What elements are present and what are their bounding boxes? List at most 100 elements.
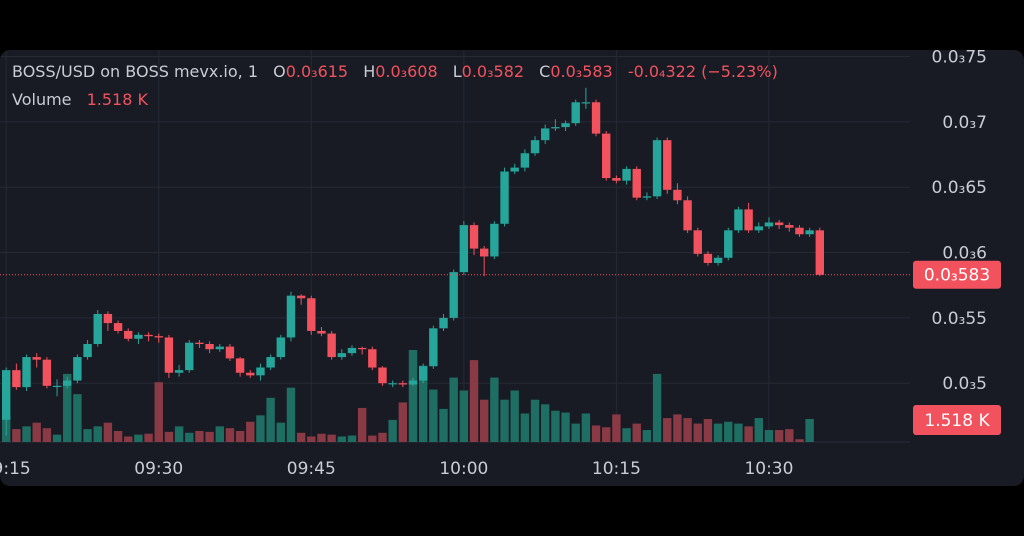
volume-bar (124, 436, 133, 442)
volume-bar (296, 432, 306, 442)
x-tick-label: 09:30 (134, 459, 183, 479)
candle-body (63, 380, 72, 386)
candle-body (652, 140, 662, 197)
low-value: 0.0₃582 (461, 62, 525, 81)
volume-bar (703, 419, 713, 442)
volume-bar (785, 429, 794, 442)
volume-bar (622, 428, 631, 442)
candle-body (479, 248, 489, 257)
volume-bar (541, 404, 550, 442)
close-value: 0.0₃583 (550, 62, 613, 81)
candle-body (317, 330, 326, 334)
volume-bar (734, 423, 743, 442)
candle-body (490, 223, 499, 257)
candle-body (663, 140, 672, 190)
y-tick-label: 0.0₃7 (942, 113, 987, 133)
candle-body (368, 349, 377, 368)
volume-bar (612, 414, 621, 442)
candle-body (815, 230, 824, 275)
price-chart[interactable]: 0.0₃75 0.0₃7 0.0₃65 0.0₃6 0.0₃55 0.0₃5 0.0₃583… (0, 50, 1024, 486)
candle-body (235, 358, 245, 373)
volume-bar (144, 433, 153, 442)
volume-bar (724, 421, 733, 442)
volume-bar (469, 360, 479, 442)
y-tick-label: 0.0₃75 (932, 50, 987, 68)
chart-panel: 0.0₃75 0.0₃7 0.0₃65 0.0₃6 0.0₃55 0.0₃5 0.0₃583… (0, 50, 1024, 486)
candle-body (398, 383, 408, 385)
volume-bar (276, 422, 285, 442)
volume-bar (500, 399, 509, 442)
x-tick-label: 09:15 (0, 459, 31, 479)
volume-bar (602, 427, 611, 442)
volume-bar (103, 422, 113, 442)
volume-bar (266, 397, 275, 442)
y-tick-label: 0.0₃5 (942, 374, 987, 394)
candle-body (408, 380, 418, 385)
candle-body (734, 209, 743, 231)
candle-body (632, 168, 641, 198)
candle-body (174, 370, 184, 373)
volume-bar (185, 432, 194, 442)
volume-bar (12, 429, 21, 442)
candle-body (347, 347, 357, 354)
volume-bar (418, 365, 428, 442)
volume-bar (52, 434, 62, 442)
candle-body (805, 230, 814, 235)
volume-bar (317, 433, 326, 442)
volume-bar (490, 377, 499, 442)
volume-bar (63, 373, 72, 442)
symbol-label: BOSS/USD on BOSS mevx.io, 1 (12, 62, 259, 81)
candle-body (673, 189, 682, 201)
candle-body (307, 298, 316, 331)
volume-bar (246, 421, 255, 442)
volume-legend: Volume 1.518 K (12, 90, 148, 109)
volume-bar (327, 434, 336, 442)
x-tick-label: 10:00 (439, 459, 488, 479)
candle-body (602, 133, 611, 179)
candle-body (256, 367, 265, 376)
candle-body (418, 366, 428, 381)
volume-bar (154, 382, 163, 442)
candle-body (73, 357, 82, 381)
low-label: L (452, 62, 462, 81)
x-tick-label: 10:30 (744, 459, 793, 479)
price-badge-label: 0.0₃583 (924, 266, 990, 286)
volume-bar (774, 430, 784, 442)
volume-bar (652, 373, 662, 442)
candle-body (683, 200, 692, 231)
candle-body (693, 230, 702, 254)
volume-bar (632, 423, 641, 442)
volume-bar (754, 418, 763, 442)
candle-body (724, 230, 733, 258)
candle-body (429, 328, 438, 367)
volume-bar (398, 402, 408, 442)
candle-body (530, 140, 540, 154)
candle-body (388, 383, 397, 385)
candle-body (52, 385, 62, 388)
candle-body (205, 344, 214, 350)
volume-bar (581, 413, 591, 442)
x-tick-label: 09:45 (287, 459, 336, 479)
volume-bar (83, 429, 92, 442)
candle-body (113, 323, 123, 331)
candle-body (612, 178, 621, 181)
candle-body (459, 225, 469, 273)
candle-body (327, 333, 336, 358)
candle-body (378, 367, 387, 384)
candle-body (83, 344, 92, 358)
volume-bar (561, 412, 570, 442)
volume-badge-label: 1.518 K (924, 411, 990, 431)
volume-bar (73, 394, 82, 442)
candle-body (225, 346, 235, 359)
candle-body (622, 168, 631, 181)
candle-body (22, 357, 31, 388)
candle-body (469, 225, 479, 249)
candle-body (744, 209, 753, 231)
x-tick-label: 10:15 (592, 459, 641, 479)
volume-bar (449, 377, 458, 442)
volume-bar (429, 389, 438, 442)
volume-bar (673, 414, 682, 442)
volume-bar (357, 407, 367, 442)
candle-body (266, 357, 275, 368)
candle-body (12, 370, 21, 388)
